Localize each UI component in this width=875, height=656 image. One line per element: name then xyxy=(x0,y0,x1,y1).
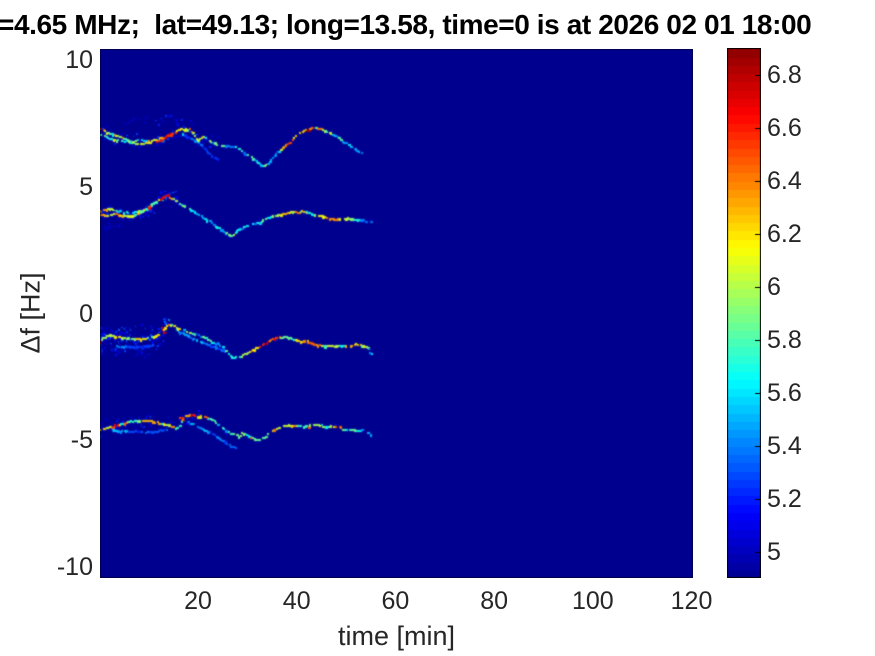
colorbar-tick-label: 6.4 xyxy=(767,166,802,195)
x-tick-label: 20 xyxy=(184,587,212,615)
colorbar-tick-label: 6.8 xyxy=(767,60,802,89)
y-tick-label: 5 xyxy=(79,172,93,201)
y-tick-label: 10 xyxy=(65,45,93,74)
x-tick-label: 40 xyxy=(282,587,311,615)
x-axis-label: time [min] xyxy=(337,621,456,651)
colorbar-tick-label: 5.6 xyxy=(767,378,802,407)
colorbar-tick-label: 5.4 xyxy=(767,431,802,460)
colorbar-tick-label: 6 xyxy=(767,272,781,301)
y-tick-label: -10 xyxy=(56,553,93,582)
colorbar-tick-label: 6.2 xyxy=(767,219,802,248)
x-tick-label: 60 xyxy=(381,587,410,615)
x-tick-label: 100 xyxy=(571,587,614,615)
x-tick-label: 120 xyxy=(670,587,713,615)
heatmap-canvas xyxy=(100,49,693,578)
colorbar-tick-label: 5.8 xyxy=(767,325,802,354)
y-tick-label: -5 xyxy=(70,426,93,455)
x-tick-label: 80 xyxy=(480,587,509,615)
colorbar-canvas xyxy=(727,48,761,578)
chart-title: =4.65 MHz; lat=49.13; long=13.58, time=0… xyxy=(0,9,812,40)
y-tick-label: 0 xyxy=(79,299,93,328)
colorbar-tick-label: 6.6 xyxy=(767,113,802,142)
colorbar-tick-label: 5.2 xyxy=(767,484,802,513)
colorbar-tick-label: 5 xyxy=(767,537,781,566)
